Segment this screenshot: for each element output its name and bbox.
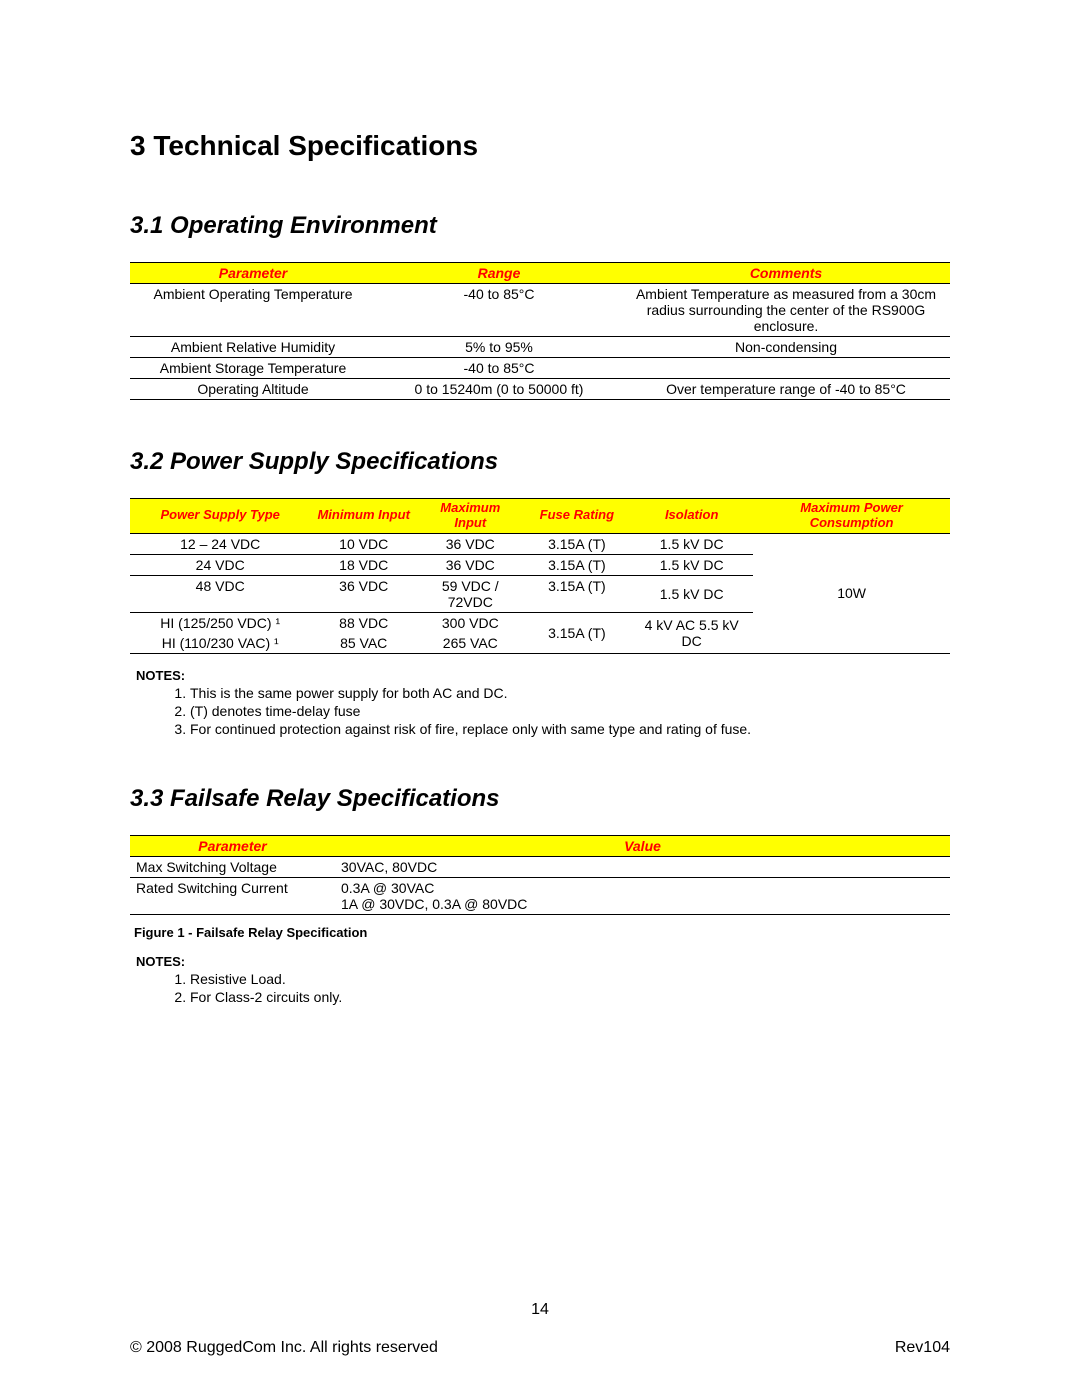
cell: Ambient Operating Temperature <box>130 284 376 337</box>
page-number: 14 <box>130 1301 950 1319</box>
note-item: This is the same power supply for both A… <box>190 685 950 701</box>
figure-caption: Figure 1 - Failsafe Relay Specification <box>134 925 950 940</box>
cell: 88 VDC <box>310 612 417 633</box>
section-power-supply: 3.2 Power Supply Specifications Power Su… <box>130 448 950 737</box>
note-item: For continued protection against risk of… <box>190 721 950 737</box>
cell: Non-condensing <box>622 337 950 358</box>
notes-list: Resistive Load. For Class-2 circuits onl… <box>168 971 950 1005</box>
cell: 3.15A (T) <box>524 575 631 612</box>
cell <box>622 358 950 379</box>
cell: 5% to 95% <box>376 337 622 358</box>
cell: 18 VDC <box>310 554 417 575</box>
cell: HI (110/230 VAC) ¹ <box>130 633 310 654</box>
cell: 4 kV AC 5.5 kV DC <box>630 612 753 653</box>
cell: Ambient Storage Temperature <box>130 358 376 379</box>
heading-3-2: 3.2 Power Supply Specifications <box>130 448 950 476</box>
cell: 300 VDC <box>417 612 524 633</box>
cell: 1.5 kV DC <box>630 575 753 612</box>
cell-max-power: 10W <box>753 533 950 653</box>
table-row: Rated Switching Current 0.3A @ 30VAC 1A … <box>130 877 950 914</box>
table-row: Max Switching Voltage 30VAC, 80VDC <box>130 856 950 877</box>
heading-3-3: 3.3 Failsafe Relay Specifications <box>130 785 950 813</box>
th-max-input: Maximum Input <box>417 499 524 534</box>
cell: Rated Switching Current <box>130 877 335 914</box>
table-row: Ambient Storage Temperature -40 to 85°C <box>130 358 950 379</box>
page-footer: 14 © 2008 RuggedCom Inc. All rights rese… <box>130 1339 950 1357</box>
section-operating-environment: 3.1 Operating Environment Parameter Rang… <box>130 212 950 400</box>
th-max-power: Maximum Power Consumption <box>753 499 950 534</box>
table-row: Ambient Operating Temperature -40 to 85°… <box>130 284 950 337</box>
cell: 36 VDC <box>417 533 524 554</box>
cell: 3.15A (T) <box>524 554 631 575</box>
th-fuse: Fuse Rating <box>524 499 631 534</box>
th-comments: Comments <box>622 263 950 284</box>
cell: 48 VDC <box>130 575 310 612</box>
note-item: Resistive Load. <box>190 971 950 987</box>
heading-3-1: 3.1 Operating Environment <box>130 212 950 240</box>
th-ps-type: Power Supply Type <box>130 499 310 534</box>
cell: 12 – 24 VDC <box>130 533 310 554</box>
cell: HI (125/250 VDC) ¹ <box>130 612 310 633</box>
cell: 10 VDC <box>310 533 417 554</box>
cell: 36 VDC <box>417 554 524 575</box>
cell: -40 to 85°C <box>376 358 622 379</box>
cell: 1.5 kV DC <box>630 554 753 575</box>
cell: 59 VDC / 72VDC <box>417 575 524 612</box>
th-value: Value <box>335 835 950 856</box>
cell: 1.5 kV DC <box>630 533 753 554</box>
table-row: 12 – 24 VDC 10 VDC 36 VDC 3.15A (T) 1.5 … <box>130 533 950 554</box>
cell: 85 VAC <box>310 633 417 654</box>
cell: Ambient Temperature as measured from a 3… <box>622 284 950 337</box>
cell: 36 VDC <box>310 575 417 612</box>
notes-list: This is the same power supply for both A… <box>168 685 950 737</box>
cell: 24 VDC <box>130 554 310 575</box>
cell: Max Switching Voltage <box>130 856 335 877</box>
table-row: Ambient Relative Humidity 5% to 95% Non-… <box>130 337 950 358</box>
cell: Ambient Relative Humidity <box>130 337 376 358</box>
page: 3 Technical Specifications 3.1 Operating… <box>0 0 1080 1397</box>
notes-label: NOTES: <box>136 954 950 969</box>
cell: 3.15A (T) <box>524 533 631 554</box>
cell: 3.15A (T) <box>524 612 631 653</box>
th-parameter: Parameter <box>130 263 376 284</box>
cell: Operating Altitude <box>130 379 376 400</box>
th-parameter: Parameter <box>130 835 335 856</box>
cell: Over temperature range of -40 to 85°C <box>622 379 950 400</box>
cell: 30VAC, 80VDC <box>335 856 950 877</box>
th-range: Range <box>376 263 622 284</box>
cell: 265 VAC <box>417 633 524 654</box>
section-failsafe-relay: 3.3 Failsafe Relay Specifications Parame… <box>130 785 950 1005</box>
cell: 0 to 15240m (0 to 50000 ft) <box>376 379 622 400</box>
cell: 0.3A @ 30VAC 1A @ 30VDC, 0.3A @ 80VDC <box>335 877 950 914</box>
footer-copyright: © 2008 RuggedCom Inc. All rights reserve… <box>130 1339 438 1357</box>
table-operating-environment: Parameter Range Comments Ambient Operati… <box>130 262 950 400</box>
table-failsafe-relay: Parameter Value Max Switching Voltage 30… <box>130 835 950 915</box>
footer-revision: Rev104 <box>895 1339 950 1357</box>
table-power-supply: Power Supply Type Minimum Input Maximum … <box>130 498 950 654</box>
heading-main: 3 Technical Specifications <box>130 130 950 162</box>
note-item: (T) denotes time-delay fuse <box>190 703 950 719</box>
cell: -40 to 85°C <box>376 284 622 337</box>
notes-label: NOTES: <box>136 668 950 683</box>
th-isolation: Isolation <box>630 499 753 534</box>
th-min-input: Minimum Input <box>310 499 417 534</box>
table-row: Operating Altitude 0 to 15240m (0 to 500… <box>130 379 950 400</box>
note-item: For Class-2 circuits only. <box>190 989 950 1005</box>
